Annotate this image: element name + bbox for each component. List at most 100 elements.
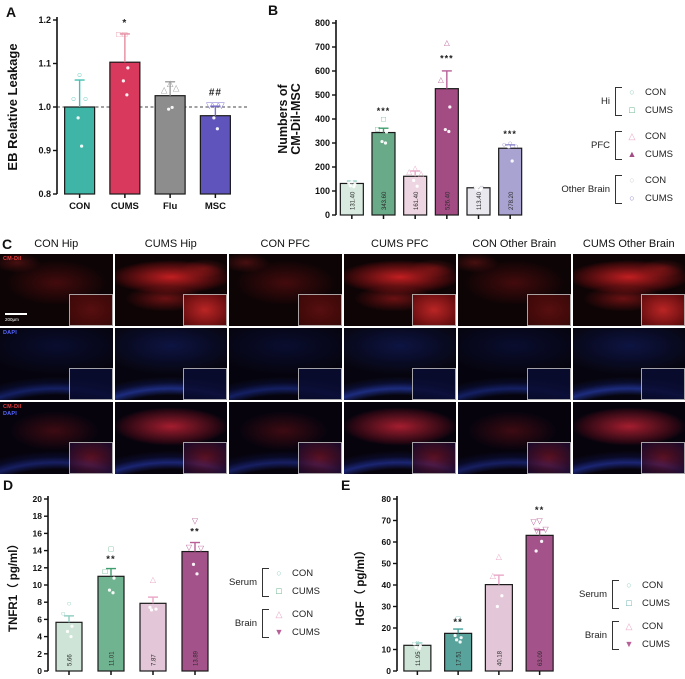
inset-magnification-box — [297, 367, 342, 400]
micrograph-cm-dil-cums-pfc — [343, 254, 456, 326]
svg-text:▽: ▽ — [198, 544, 205, 553]
svg-text:□: □ — [456, 615, 461, 624]
legend-bracket — [262, 609, 269, 638]
svg-text:14: 14 — [33, 546, 43, 556]
svg-text:17.51: 17.51 — [457, 650, 463, 666]
micrograph-dapi-cums-hip — [114, 328, 227, 400]
micrograph-cm-dil-con-pfc — [229, 254, 342, 326]
panel-a-label: A — [6, 4, 17, 20]
micrograph-dapi-cums-pfc — [343, 328, 456, 400]
svg-text:▽: ▽ — [186, 543, 193, 552]
svg-text:7.87: 7.87 — [152, 654, 158, 666]
svg-text:700: 700 — [315, 42, 330, 52]
legend-group-label: Other Brain — [561, 184, 610, 195]
legend-entry-con: ○ CON — [627, 175, 673, 186]
svg-text:Flu: Flu — [163, 201, 177, 212]
svg-text:11.95: 11.95 — [416, 651, 422, 666]
svg-text:○: ○ — [67, 599, 72, 608]
svg-text:200: 200 — [315, 162, 330, 172]
svg-text:5.66: 5.66 — [68, 654, 74, 666]
legend-entry-label: CUMS — [642, 639, 670, 650]
legend-entry-con: △ CON — [624, 621, 670, 632]
svg-text:**: ** — [190, 526, 199, 537]
legend-entry-label: CON — [642, 580, 664, 591]
svg-text:161.40: 161.40 — [414, 191, 420, 210]
svg-text:0: 0 — [37, 666, 42, 676]
svg-text:600: 600 — [315, 66, 330, 76]
inset-magnification-box — [68, 367, 113, 400]
svg-text:▽: ▽ — [537, 516, 544, 525]
svg-text:6: 6 — [37, 614, 42, 624]
svg-text:63.09: 63.09 — [538, 650, 544, 666]
svg-text:**: ** — [453, 617, 462, 628]
inset-magnification-box — [297, 293, 342, 326]
svg-text:△: △ — [490, 571, 497, 580]
legend-group-serum: Serum ○ CON □ CUMS — [221, 567, 320, 598]
svg-text:△: △ — [444, 38, 451, 47]
dapi-stain-label: DAPI — [3, 411, 17, 417]
svg-text:□: □ — [375, 125, 380, 134]
panel-c-column-header-con-hip: CON Hip — [34, 238, 79, 250]
legend-entry-label: CON — [645, 175, 667, 186]
svg-text:18: 18 — [33, 511, 43, 521]
svg-text:○: ○ — [415, 638, 420, 647]
svg-text:##: ## — [209, 87, 222, 98]
panel-c-column-header-cums-pfc: CUMS PFC — [371, 238, 429, 250]
legend-group-brain: Brain △ CON ▼ CUMS — [221, 608, 320, 639]
panel-c-column-header-con-other-brain: CON Other Brain — [472, 238, 557, 250]
svg-text:□: □ — [103, 567, 108, 576]
cm-dil-stain-label: CM-Dil — [3, 256, 22, 262]
svg-text:30: 30 — [382, 602, 392, 612]
square-marker-icon: □ — [626, 598, 632, 608]
svg-text:80: 80 — [382, 494, 392, 504]
inset-magnification-box — [412, 441, 456, 474]
triangle-up-marker-icon: △ — [625, 621, 633, 631]
micrograph-dapi-con-pfc — [229, 328, 342, 400]
svg-text:○: ○ — [71, 93, 76, 103]
inset-magnification-box — [183, 367, 227, 400]
panel-c-column-headers: CON Hip CUMS Hip CON PFC CUMS PFC CON Other … — [0, 238, 685, 250]
svg-text:400: 400 — [315, 114, 330, 124]
panel-c-micrograph-grid: CM-Dil 200μm DAPI CM-Dil DAPI — [0, 254, 685, 474]
inset-magnification-box — [641, 367, 685, 400]
legend-group-label: Hi — [601, 96, 610, 107]
micrograph-dapi-con-other-brain — [458, 328, 571, 400]
chart-numbers-of-cm-dil-msc: 0 100 200 300 400 500 600 700 800 Numbers of CM-Di… — [276, 18, 523, 220]
svg-text:Numbers of: Numbers of — [276, 83, 290, 153]
svg-text:▽: ▽ — [534, 526, 541, 535]
svg-text:▽: ▽ — [218, 100, 225, 110]
triangle-up-marker-icon: △ — [628, 131, 636, 141]
svg-text:11.01: 11.01 — [110, 651, 116, 666]
svg-text:4: 4 — [37, 632, 42, 642]
legend-group-label: PFC — [591, 140, 610, 151]
legend-entry-cums: □ CUMS — [624, 598, 670, 609]
svg-text:343.60: 343.60 — [382, 191, 388, 210]
panel-c-label: C — [2, 236, 13, 252]
svg-text:***: *** — [503, 129, 517, 139]
legend-entry-label: CON — [642, 621, 664, 632]
svg-text:0: 0 — [386, 666, 391, 676]
svg-text:100: 100 — [315, 186, 330, 196]
svg-text:20: 20 — [382, 623, 392, 633]
svg-text:1.0: 1.0 — [38, 102, 51, 112]
legend-bracket — [615, 131, 622, 160]
svg-text:2: 2 — [37, 649, 42, 659]
legend-entry-con: ○ CON — [274, 568, 320, 579]
legend-bracket — [615, 87, 622, 116]
chart-eb-relative-leakage: 0.8 0.9 1.0 1.1 1.2 EB Relative Leakage CON ○ ○ ○… — [5, 15, 248, 212]
legend-entry-label: CUMS — [645, 193, 673, 204]
circle-marker-icon: ○ — [276, 568, 282, 578]
legend-entry-cums: □ CUMS — [627, 105, 673, 116]
inset-magnification-box — [412, 293, 456, 326]
chart-d-legend: Serum ○ CON □ CUMS Brain △ CON ▼ CUMS — [221, 567, 320, 639]
inset-magnification-box — [183, 293, 227, 326]
svg-text:***: *** — [377, 106, 391, 116]
legend-entry-cums: □ CUMS — [274, 586, 320, 597]
svg-text:△: △ — [167, 78, 174, 88]
legend-entry-con: △ CON — [627, 131, 673, 142]
panel-c-column-header-cums-other-brain: CUMS Other Brain — [582, 238, 675, 250]
legend-entry-cums: ▲ CUMS — [627, 149, 673, 160]
svg-text:***: *** — [440, 53, 454, 63]
svg-text:HGF（ pg/ml）: HGF（ pg/ml） — [353, 544, 367, 625]
legend-bracket — [612, 621, 619, 650]
